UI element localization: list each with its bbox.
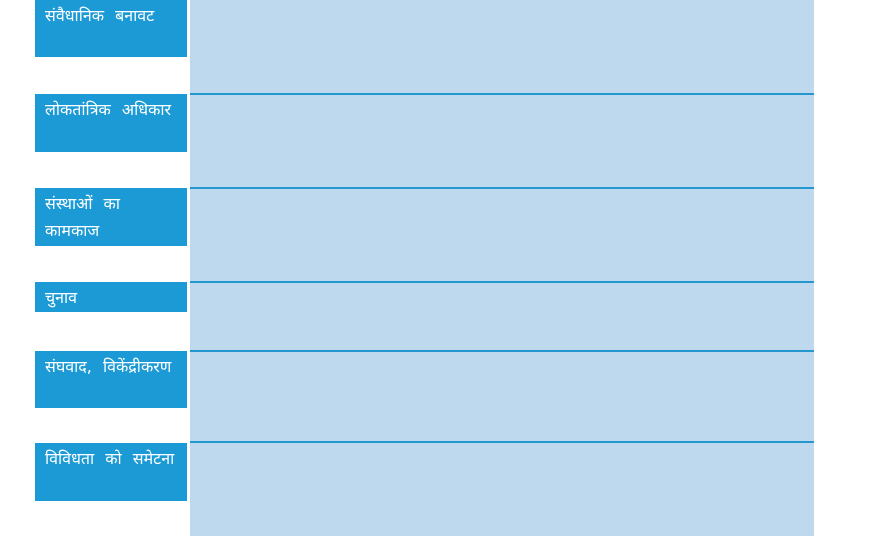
row-divider — [190, 441, 814, 443]
row-label-text: संघवाद, विकेंद्रीकरण — [45, 357, 172, 376]
content-cell-democratic-rights — [190, 95, 814, 187]
row-divider — [190, 281, 814, 283]
content-cell-constitutional-design — [190, 0, 814, 93]
row-label-elections: चुनाव — [35, 282, 187, 312]
row-label-text: विविधता को समेटना — [45, 449, 175, 468]
row-label-text: संस्थाओं का — [45, 194, 120, 213]
row-divider — [190, 187, 814, 189]
row-label-democratic-rights: लोकतांत्रिक अधिकार — [35, 94, 187, 152]
row-label-text: कामकाज — [45, 221, 100, 240]
row-label-accommodating-diversity: विविधता को समेटना — [35, 443, 187, 501]
row-divider — [190, 93, 814, 95]
row-divider — [190, 350, 814, 352]
content-cell-elections — [190, 283, 814, 350]
row-label-working-of-institutions: संस्थाओं का कामकाज — [35, 188, 187, 246]
content-panel — [190, 0, 814, 536]
row-label-text: चुनाव — [45, 288, 78, 307]
row-label-text: लोकतांत्रिक अधिकार — [45, 100, 172, 119]
content-cell-working-of-institutions — [190, 189, 814, 281]
row-label-federalism-decentralisation: संघवाद, विकेंद्रीकरण — [35, 351, 187, 408]
content-cell-federalism-decentralisation — [190, 352, 814, 441]
content-cell-accommodating-diversity — [190, 443, 814, 536]
row-label-text: संवैधानिक बनावट — [45, 6, 155, 25]
row-label-constitutional-design: संवैधानिक बनावट — [35, 0, 187, 57]
